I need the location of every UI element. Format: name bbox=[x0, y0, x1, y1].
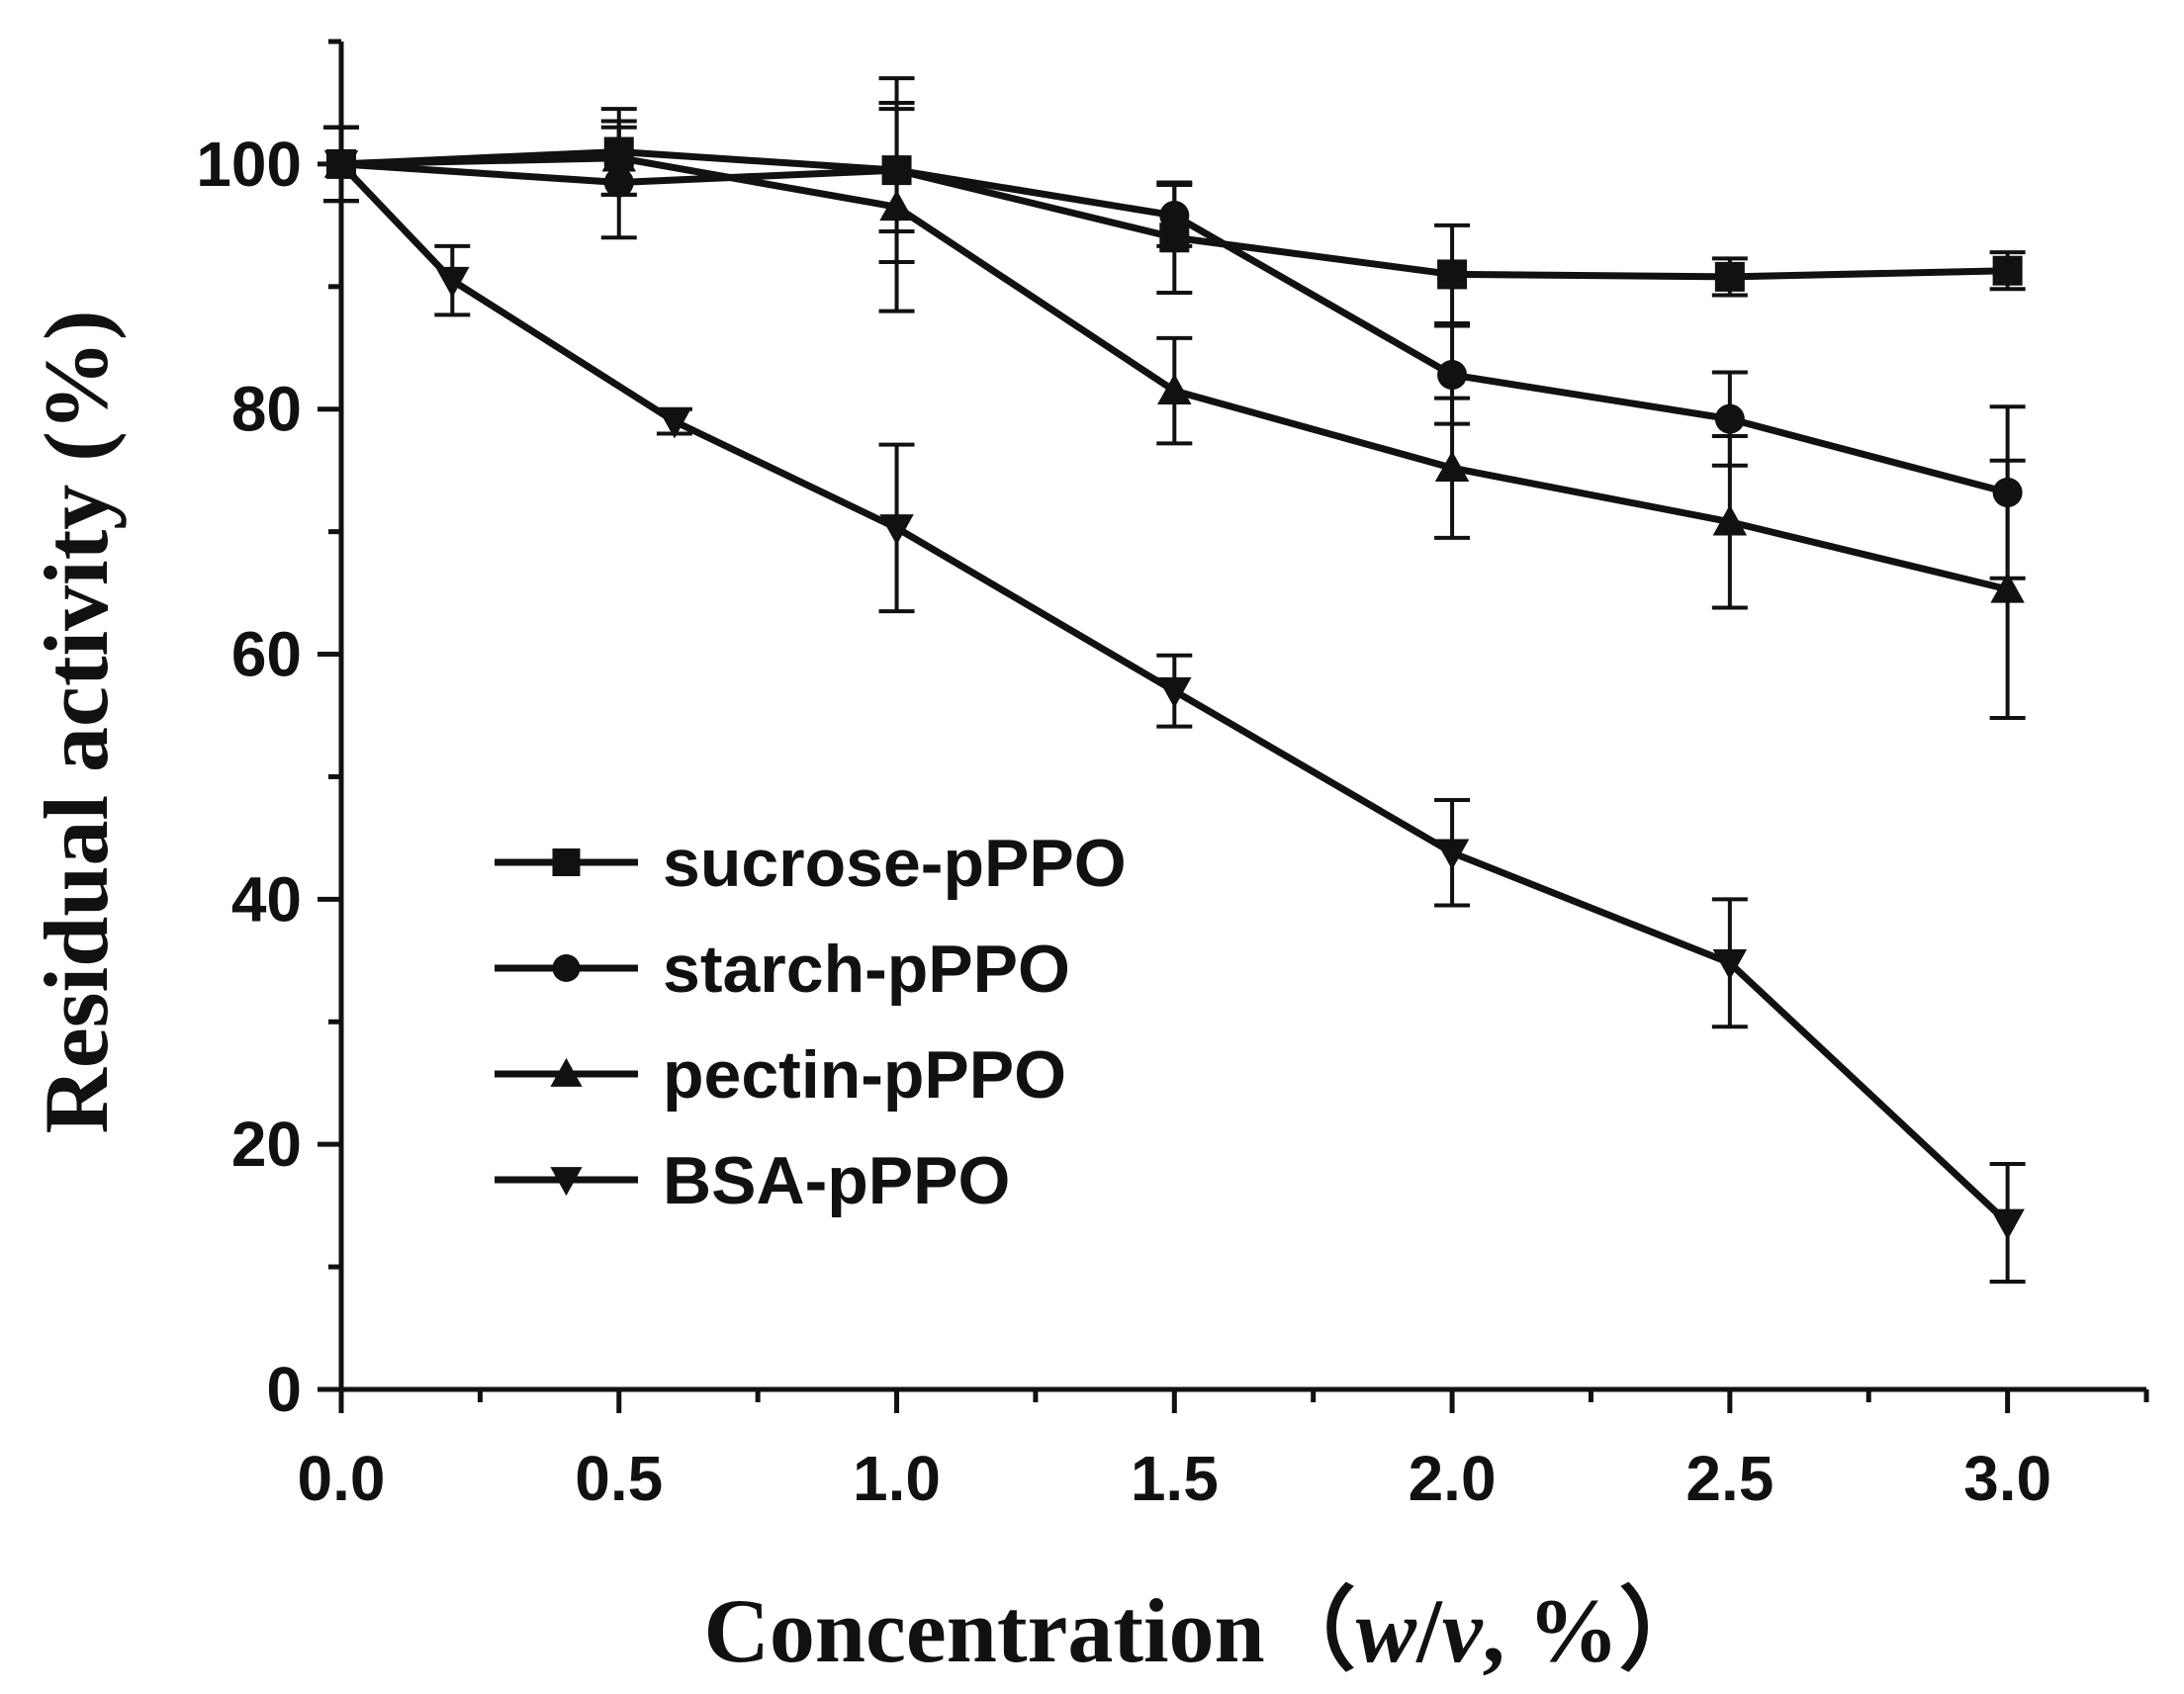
series-BSA-pPPO bbox=[323, 125, 2026, 1284]
series-layer bbox=[323, 76, 2026, 1284]
marker-square bbox=[1714, 261, 1745, 292]
x-axis-title-v: v bbox=[1442, 1580, 1484, 1681]
legend-item: pectin-pPPO bbox=[495, 1037, 1066, 1113]
marker-square bbox=[1992, 255, 2023, 286]
y-tick-label: 100 bbox=[196, 129, 302, 200]
marker-circle bbox=[1714, 403, 1745, 434]
marker-triangle-up bbox=[1157, 373, 1192, 404]
y-tick-label: 40 bbox=[231, 863, 302, 935]
x-axis-title-w: w bbox=[1356, 1580, 1417, 1681]
series-pectin-pPPO bbox=[323, 100, 2026, 720]
x-tick-label: 0.5 bbox=[575, 1443, 663, 1514]
marker-circle bbox=[1159, 200, 1190, 230]
legend-item: sucrose-pPPO bbox=[495, 826, 1127, 901]
y-tick-label: 60 bbox=[231, 619, 302, 690]
legend-label: sucrose-pPPO bbox=[663, 826, 1127, 901]
legend-label: pectin-pPPO bbox=[663, 1037, 1066, 1113]
legend-label: BSA-pPPO bbox=[663, 1143, 1010, 1218]
marker-triangle-down bbox=[1434, 839, 1470, 870]
marker-circle bbox=[1437, 360, 1468, 391]
x-tick-label: 2.5 bbox=[1685, 1443, 1774, 1514]
x-axis-title-slash: / bbox=[1415, 1580, 1443, 1681]
marker-square bbox=[552, 848, 581, 876]
axes bbox=[338, 42, 2146, 1392]
x-tick-label: 3.0 bbox=[1963, 1443, 2051, 1514]
marker-triangle-up bbox=[550, 1057, 583, 1087]
marker-triangle-up bbox=[1990, 572, 2025, 603]
ticks: 0.0 0.5 1.0 1.5 2.0 2.5 3.0 0 20 40 60 80 100 bbox=[196, 39, 2149, 1514]
marker-triangle-up bbox=[1712, 504, 1748, 536]
marker-triangle-down bbox=[550, 1167, 583, 1197]
marker-triangle-down bbox=[323, 150, 359, 182]
x-tick-label: 0.0 bbox=[298, 1443, 386, 1514]
legend-item: starch-pPPO bbox=[495, 932, 1070, 1007]
marker-triangle-up bbox=[1434, 450, 1470, 483]
marker-triangle-down bbox=[657, 407, 692, 439]
marker-triangle-down bbox=[1157, 676, 1192, 708]
legend-item: BSA-pPPO bbox=[495, 1143, 1010, 1218]
marker-triangle-up bbox=[879, 190, 914, 222]
marker-triangle-down bbox=[1990, 1208, 2025, 1240]
marker-triangle-up bbox=[601, 140, 637, 172]
marker-triangle-down bbox=[435, 266, 470, 298]
y-tick-label: 0 bbox=[266, 1354, 302, 1425]
marker-triangle-down bbox=[879, 514, 914, 546]
x-axis-title: Concentration（w/v, %） bbox=[703, 1580, 1709, 1681]
x-axis-title-paren: （ bbox=[1265, 1580, 1356, 1681]
legend: sucrose-pPPO starch-pPPO pectin-pPPO BSA-pP… bbox=[495, 826, 1127, 1218]
y-tick-label: 20 bbox=[231, 1109, 302, 1180]
x-tick-label: 1.5 bbox=[1131, 1443, 1219, 1514]
y-tick-label: 80 bbox=[231, 374, 302, 445]
series-line bbox=[338, 161, 2011, 1226]
x-tick-label: 2.0 bbox=[1409, 1443, 1497, 1514]
marker-triangle-down bbox=[1712, 948, 1748, 981]
x-tick-label: 1.0 bbox=[853, 1443, 941, 1514]
x-axis-title-tail: , %） bbox=[1483, 1580, 1710, 1681]
legend-label: starch-pPPO bbox=[663, 932, 1070, 1007]
marker-circle bbox=[552, 954, 581, 982]
y-axis-title: Residual activity (%) bbox=[26, 310, 127, 1133]
marker-square bbox=[1437, 259, 1468, 290]
x-axis-title-main: Concentration bbox=[703, 1580, 1264, 1681]
